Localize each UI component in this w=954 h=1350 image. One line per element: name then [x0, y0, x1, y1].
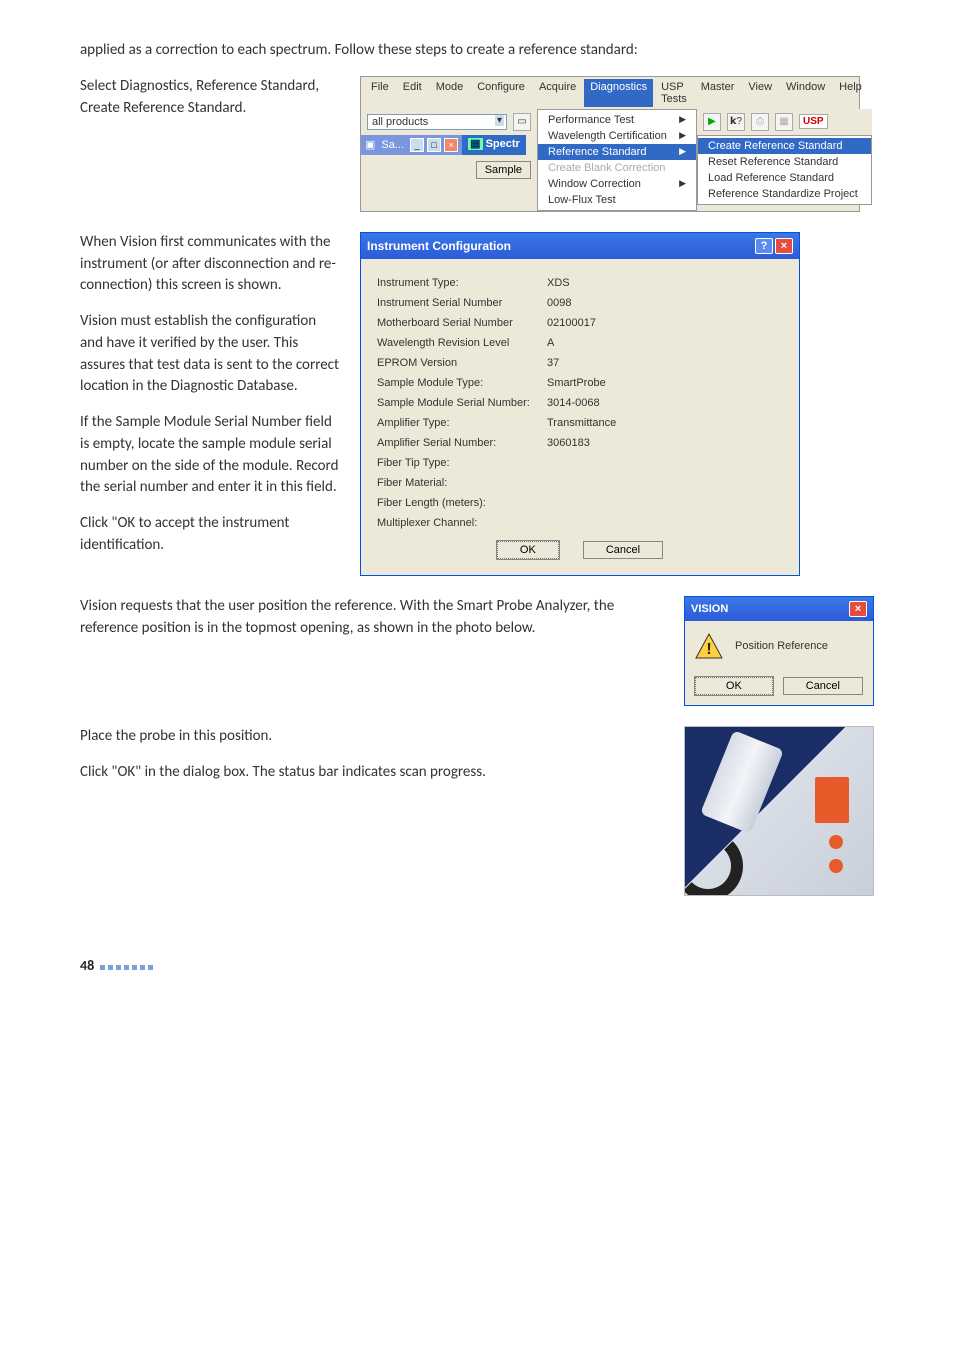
step2a-text: When Vision first communicates with the … [80, 232, 340, 297]
step4b-text: Click "OK" in the dialog box. The status… [80, 762, 664, 784]
row-sample-module-type: Sample Module Type:SmartProbe [377, 373, 783, 393]
close-icon[interactable]: × [775, 238, 793, 254]
vision-close-icon[interactable]: × [849, 601, 867, 617]
page-footer: 48 [80, 956, 874, 975]
vision-cancel-button[interactable]: Cancel [783, 677, 863, 695]
vision-ok-button[interactable]: OK [695, 677, 773, 695]
submenu-create-ref[interactable]: Create Reference Standard [698, 138, 871, 154]
menu-help[interactable]: Help [833, 79, 868, 107]
row-fiber-tip: Fiber Tip Type: [377, 453, 783, 473]
run-icon[interactable]: ▶ [703, 113, 721, 131]
menu-view[interactable]: View [742, 79, 778, 107]
row-multiplexer: Multiplexer Channel: [377, 513, 783, 533]
page-number: 48 [80, 957, 94, 974]
submenu-load-ref[interactable]: Load Reference Standard [698, 170, 871, 186]
row-amplifier-sn: Amplifier Serial Number:3060183 [377, 433, 783, 453]
menu-usptests[interactable]: USP Tests [655, 79, 693, 107]
step2d-text: Click "OK to accept the instrument ident… [80, 513, 340, 557]
config-cancel-button[interactable]: Cancel [583, 541, 663, 559]
menu-diagnostics[interactable]: Diagnostics [584, 79, 653, 107]
config-ok-button[interactable]: OK [497, 541, 559, 559]
intro-text: applied as a correction to each spectrum… [80, 40, 874, 62]
sample-button[interactable]: Sample [476, 161, 531, 179]
step1-text: Select Diagnostics, Reference Standard, … [80, 76, 340, 120]
row-motherboard-sn: Motherboard Serial Number02100017 [377, 313, 783, 333]
row-instrument-sn: Instrument Serial Number0098 [377, 293, 783, 313]
dropdown-wavelength-cert[interactable]: Wavelength Certification▶ [538, 128, 696, 144]
help-icon[interactable]: ? [755, 238, 773, 254]
spectr-tab[interactable]: ▦Spectr [462, 135, 526, 155]
step3-text: Vision requests that the user position t… [80, 596, 664, 640]
dropdown-performance-test[interactable]: Performance Test▶ [538, 112, 696, 128]
mdi-min-icon[interactable]: _ [410, 138, 424, 152]
menubar: File Edit Mode Configure Acquire Diagnos… [361, 77, 859, 109]
grid-icon[interactable]: ▦ [775, 113, 793, 131]
vision-message: Position Reference [735, 640, 828, 652]
vision-title: VISION [691, 603, 728, 615]
row-wavelength-rev: Wavelength Revision LevelA [377, 333, 783, 353]
mdi-area: ▣ Sa... _ □ × [361, 135, 462, 155]
vision-title-bar: VISION × [685, 597, 873, 621]
step2b-text: Vision must establish the configuration … [80, 311, 340, 398]
menu-edit[interactable]: Edit [397, 79, 428, 107]
dropdown-lowflux[interactable]: Low-Flux Test [538, 192, 696, 208]
probe-photo [684, 726, 874, 896]
menu-mode[interactable]: Mode [430, 79, 470, 107]
row-instrument-type: Instrument Type:XDS [377, 273, 783, 293]
dialog-title-bar: Instrument Configuration ? × [361, 233, 799, 259]
dropdown-window-correction[interactable]: Window Correction▶ [538, 176, 696, 192]
right-toolbar: ▶ 𝗸? ⎙ ▦ USP [697, 109, 872, 135]
mdi-max-icon[interactable]: □ [427, 138, 441, 152]
step2c-text: If the Sample Module Serial Number field… [80, 412, 340, 499]
mdi-controls[interactable]: _ □ × [410, 138, 458, 152]
row-amplifier-type: Amplifier Type:Transmittance [377, 413, 783, 433]
print-icon[interactable]: ⎙ [751, 113, 769, 131]
new-document-icon[interactable]: ▭ [513, 113, 531, 131]
row-fiber-material: Fiber Material: [377, 473, 783, 493]
dropdown-create-blank: Create Blank Correction [538, 160, 696, 176]
mdi-title: Sa... [377, 137, 408, 153]
dialog-body: Instrument Type:XDS Instrument Serial Nu… [361, 259, 799, 575]
context-help-icon[interactable]: 𝗸? [727, 113, 745, 131]
footer-dots [100, 956, 156, 975]
row-fiber-length: Fiber Length (meters): [377, 493, 783, 513]
toolbar: all products ▭ [361, 109, 537, 135]
vision-dialog: VISION × ! Position Reference OK Cancel [684, 596, 874, 706]
products-combo[interactable]: all products [367, 114, 507, 130]
submenu-reset-ref[interactable]: Reset Reference Standard [698, 154, 871, 170]
menu-screenshot: File Edit Mode Configure Acquire Diagnos… [360, 76, 860, 212]
submenu-standardize-project[interactable]: Reference Standardize Project [698, 186, 871, 202]
dialog-title: Instrument Configuration [367, 239, 511, 253]
menu-window[interactable]: Window [780, 79, 831, 107]
menu-configure[interactable]: Configure [471, 79, 531, 107]
warning-icon: ! [695, 633, 723, 659]
menu-master[interactable]: Master [695, 79, 741, 107]
svg-text:!: ! [706, 641, 711, 658]
reference-standard-submenu: Create Reference Standard Reset Referenc… [697, 135, 872, 205]
usp-button[interactable]: USP [799, 114, 828, 129]
menu-file[interactable]: File [365, 79, 395, 107]
dropdown-reference-standard[interactable]: Reference Standard▶ [538, 144, 696, 160]
row-eprom-ver: EPROM Version37 [377, 353, 783, 373]
instrument-config-dialog: Instrument Configuration ? × Instrument … [360, 232, 800, 576]
mdi-close-icon[interactable]: × [444, 138, 458, 152]
diagnostics-dropdown: Performance Test▶ Wavelength Certificati… [537, 109, 697, 211]
menu-acquire[interactable]: Acquire [533, 79, 582, 107]
row-sample-module-sn: Sample Module Serial Number:3014-0068 [377, 393, 783, 413]
step4a-text: Place the probe in this position. [80, 726, 664, 748]
